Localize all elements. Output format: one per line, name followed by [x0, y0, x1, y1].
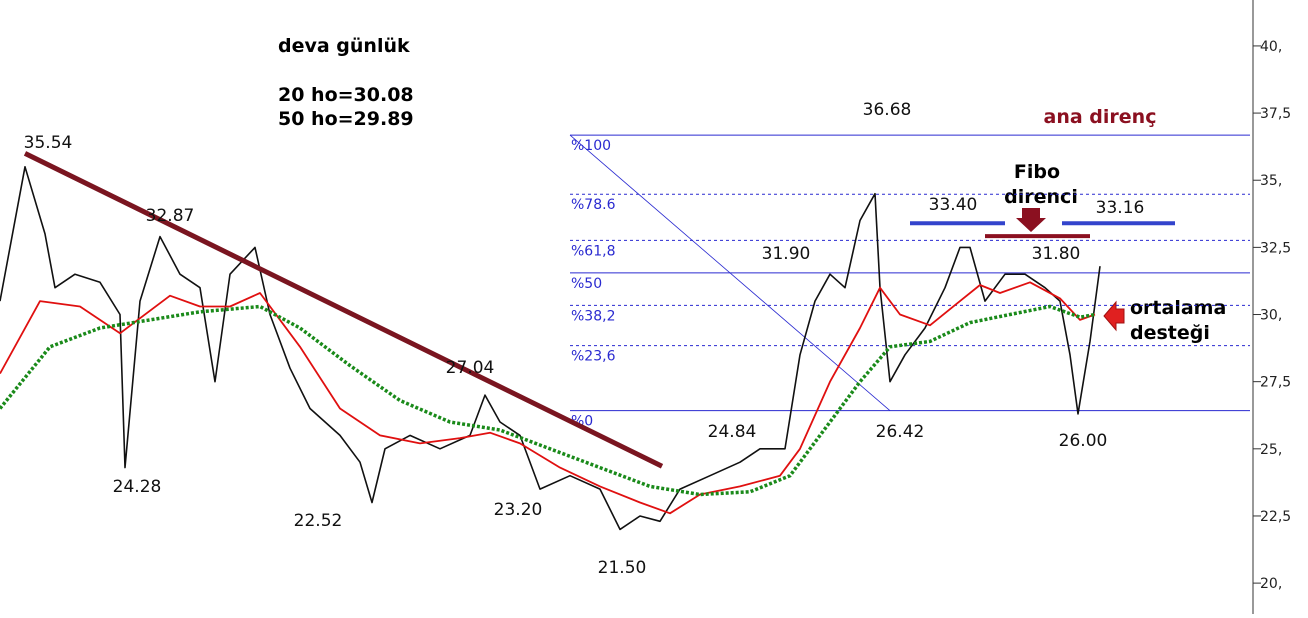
y-tick-label: 25, [1260, 442, 1282, 458]
fib-label: %50 [571, 276, 602, 292]
price-label: 33.16 [1096, 198, 1145, 218]
y-tick-label: 30, [1260, 308, 1282, 324]
price-label: 22.52 [294, 511, 343, 531]
price-label: 24.84 [708, 422, 757, 442]
price-label: 24.28 [113, 477, 162, 497]
y-tick-label: 35, [1260, 173, 1282, 189]
y-tick-label: 27,5 [1260, 375, 1291, 391]
annotation: desteği [1130, 322, 1210, 344]
trendline [23, 151, 664, 469]
fib-label: %100 [571, 138, 611, 154]
price-label: 26.00 [1059, 431, 1108, 451]
annotation: Fibo [1014, 161, 1060, 183]
price-label: 27.04 [446, 358, 495, 378]
arrow [1016, 208, 1046, 232]
price-label: 31.90 [762, 244, 811, 264]
series-line [0, 166, 1101, 531]
y-tick-label: 22,5 [1260, 509, 1291, 525]
price-label: 23.20 [494, 500, 543, 520]
annotation: ortalama [1130, 297, 1226, 319]
series-line [0, 281, 1096, 515]
price-label: 35.54 [24, 133, 73, 153]
y-tick-label: 32,5 [1260, 240, 1291, 256]
arrow [1103, 300, 1125, 332]
annotation: direnci [1004, 186, 1078, 208]
subtitle: 50 ho=29.89 [278, 108, 414, 130]
subtitle: 20 ho=30.08 [278, 84, 414, 106]
fib-label: %23,6 [571, 349, 616, 365]
annotation: ana direnç [1044, 106, 1157, 128]
fib-label: %78.6 [571, 197, 616, 213]
fib-label: %38,2 [571, 308, 615, 324]
y-tick-label: 40, [1260, 39, 1282, 55]
price-label: 32.87 [146, 206, 195, 226]
series-line [0, 304, 1096, 497]
price-label: 31.80 [1032, 244, 1081, 264]
y-tick-label: 20, [1260, 576, 1282, 592]
y-tick-label: 37,5 [1260, 106, 1291, 122]
price-label: 33.40 [929, 195, 978, 215]
fib-label: %61,8 [571, 243, 615, 259]
chart-title: deva günlük [278, 35, 410, 57]
fib-swing [569, 134, 891, 411]
price-label: 26.42 [876, 422, 925, 442]
price-label: 21.50 [598, 558, 647, 578]
price-label: 36.68 [863, 100, 912, 120]
